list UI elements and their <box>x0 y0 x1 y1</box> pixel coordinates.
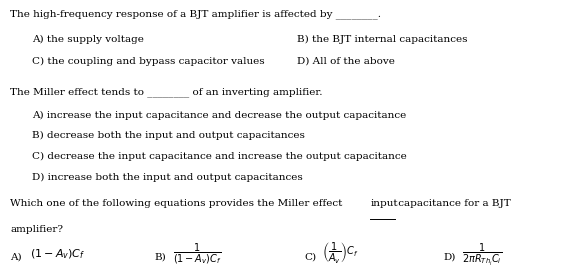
Text: The high-frequency response of a BJT amplifier is affected by ________.: The high-frequency response of a BJT amp… <box>10 10 381 19</box>
Text: B): B) <box>154 253 166 262</box>
Text: C): C) <box>304 253 317 262</box>
Text: $\left(\dfrac{1}{A_v}\right)C_f$: $\left(\dfrac{1}{A_v}\right)C_f$ <box>322 242 359 267</box>
Text: D): D) <box>443 253 455 262</box>
Text: A): A) <box>10 253 22 262</box>
Text: capacitance for a BJT: capacitance for a BJT <box>395 199 511 208</box>
Text: amplifier?: amplifier? <box>10 225 64 234</box>
Text: The Miller effect tends to ________ of an inverting amplifier.: The Miller effect tends to ________ of a… <box>10 87 323 97</box>
Text: D) increase both the input and output capacitances: D) increase both the input and output ca… <box>32 172 303 182</box>
Text: B) decrease both the input and output capacitances: B) decrease both the input and output ca… <box>32 131 305 140</box>
Text: D) All of the above: D) All of the above <box>297 57 395 66</box>
Text: input: input <box>370 199 398 208</box>
Text: C) the coupling and bypass capacitor values: C) the coupling and bypass capacitor val… <box>32 57 265 66</box>
Text: $\dfrac{1}{2\pi R_{Th_i}C_i}$: $\dfrac{1}{2\pi R_{Th_i}C_i}$ <box>462 242 503 268</box>
Text: $\left(1-A_v\right)C_f$: $\left(1-A_v\right)C_f$ <box>30 247 86 261</box>
Text: A) the supply voltage: A) the supply voltage <box>32 34 144 44</box>
Text: $\dfrac{1}{\left(1-A_v\right)C_f}$: $\dfrac{1}{\left(1-A_v\right)C_f}$ <box>173 242 222 266</box>
Text: C) decrease the input capacitance and increase the output capacitance: C) decrease the input capacitance and in… <box>32 152 407 161</box>
Text: Which one of the following equations provides the Miller effect: Which one of the following equations pro… <box>10 199 346 208</box>
Text: B) the BJT internal capacitances: B) the BJT internal capacitances <box>297 34 468 44</box>
Text: A) increase the input capacitance and decrease the output capacitance: A) increase the input capacitance and de… <box>32 110 406 120</box>
